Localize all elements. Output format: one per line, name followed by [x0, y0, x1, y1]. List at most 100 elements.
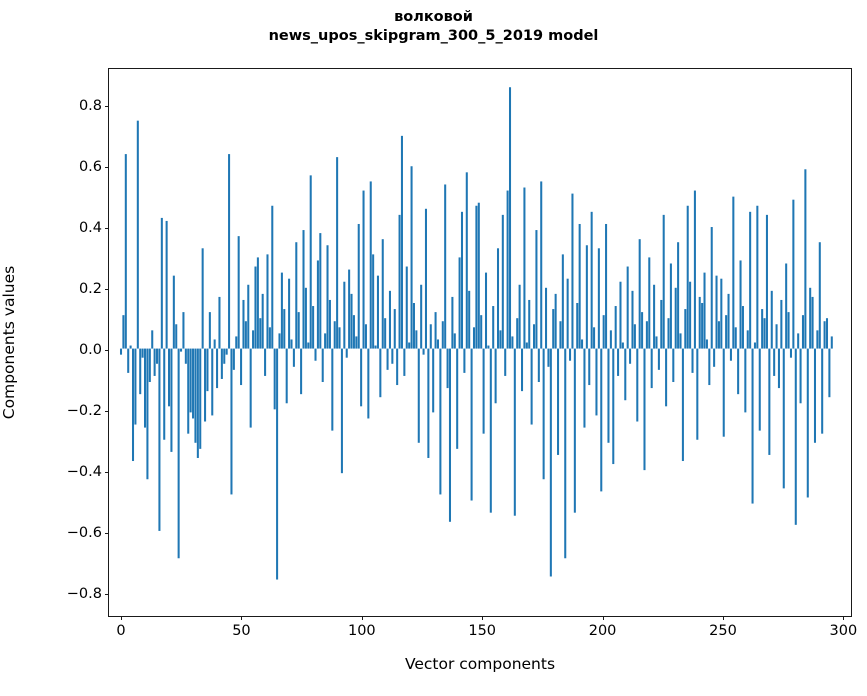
bar — [520, 348, 524, 392]
bar — [302, 230, 305, 349]
bar — [765, 214, 768, 349]
bar — [753, 342, 756, 349]
bar — [355, 336, 358, 349]
bar — [165, 220, 168, 349]
bar — [552, 309, 555, 349]
bar — [453, 333, 456, 349]
bar — [316, 260, 319, 349]
bar — [761, 309, 764, 349]
bar — [367, 348, 370, 419]
bar — [480, 315, 483, 349]
bar — [739, 260, 742, 349]
bar — [655, 336, 658, 349]
bar — [780, 299, 783, 349]
bar — [792, 199, 795, 349]
bar — [787, 312, 790, 349]
bar — [801, 315, 804, 349]
bar — [309, 175, 312, 349]
bar — [220, 348, 223, 379]
bar — [180, 348, 183, 352]
bar — [744, 348, 747, 413]
bar — [247, 284, 250, 349]
bar — [775, 324, 778, 349]
bar — [139, 348, 142, 395]
bar — [648, 257, 651, 349]
bar — [657, 348, 660, 370]
bar — [184, 348, 187, 364]
bar — [403, 348, 406, 376]
bar — [593, 327, 596, 349]
bar — [782, 348, 785, 489]
bar — [489, 348, 492, 513]
bar — [641, 312, 644, 349]
bar — [331, 348, 334, 431]
bar — [348, 269, 351, 349]
bar — [773, 348, 776, 376]
bar — [561, 254, 564, 349]
bar — [549, 348, 552, 577]
bar — [381, 239, 384, 349]
bar — [578, 223, 581, 349]
bar — [273, 348, 276, 410]
bar — [213, 339, 216, 349]
bar — [600, 348, 603, 492]
bar — [324, 333, 327, 349]
bar — [252, 330, 255, 349]
bar — [746, 330, 749, 349]
x-tick-label: 250 — [709, 623, 737, 639]
bar — [636, 348, 639, 422]
bar — [785, 263, 788, 349]
bar — [513, 348, 516, 516]
x-tick-mark — [121, 616, 123, 620]
x-tick-mark — [843, 616, 845, 620]
bar — [667, 318, 670, 349]
bar — [684, 309, 687, 349]
bar — [720, 278, 723, 349]
bar — [199, 348, 202, 449]
bar — [429, 324, 432, 349]
bar — [830, 336, 833, 349]
bar — [192, 348, 195, 419]
bar — [372, 254, 375, 349]
bar — [715, 275, 718, 349]
bar — [758, 348, 761, 431]
bar — [626, 266, 629, 349]
bar — [364, 324, 367, 349]
bar — [436, 339, 440, 349]
bar — [211, 348, 214, 416]
bar — [523, 187, 526, 349]
bar — [451, 296, 454, 349]
bar — [734, 327, 737, 349]
bar — [187, 348, 190, 434]
bar — [379, 348, 382, 398]
bar — [554, 293, 557, 349]
bar — [444, 184, 447, 349]
bar — [547, 348, 550, 367]
bar — [122, 315, 125, 349]
bar — [614, 306, 617, 349]
bar — [321, 348, 324, 383]
y-tick-mark — [105, 288, 109, 290]
bar — [136, 120, 139, 349]
bar — [590, 211, 593, 349]
bar — [698, 296, 701, 349]
bar — [201, 248, 204, 349]
bar — [261, 293, 264, 349]
bar — [168, 348, 171, 407]
bar — [300, 348, 303, 395]
bar — [475, 205, 478, 349]
bar — [196, 348, 199, 458]
x-tick-mark — [241, 616, 243, 620]
y-tick-mark — [105, 166, 109, 168]
bar — [175, 324, 178, 349]
bar — [420, 284, 423, 349]
bar — [352, 315, 355, 349]
bar — [732, 196, 735, 349]
bar — [482, 348, 485, 434]
bar-series — [119, 87, 833, 580]
bar — [619, 281, 622, 349]
bar — [295, 242, 298, 349]
bar — [143, 348, 147, 428]
bar — [576, 302, 579, 349]
bar — [206, 348, 209, 392]
